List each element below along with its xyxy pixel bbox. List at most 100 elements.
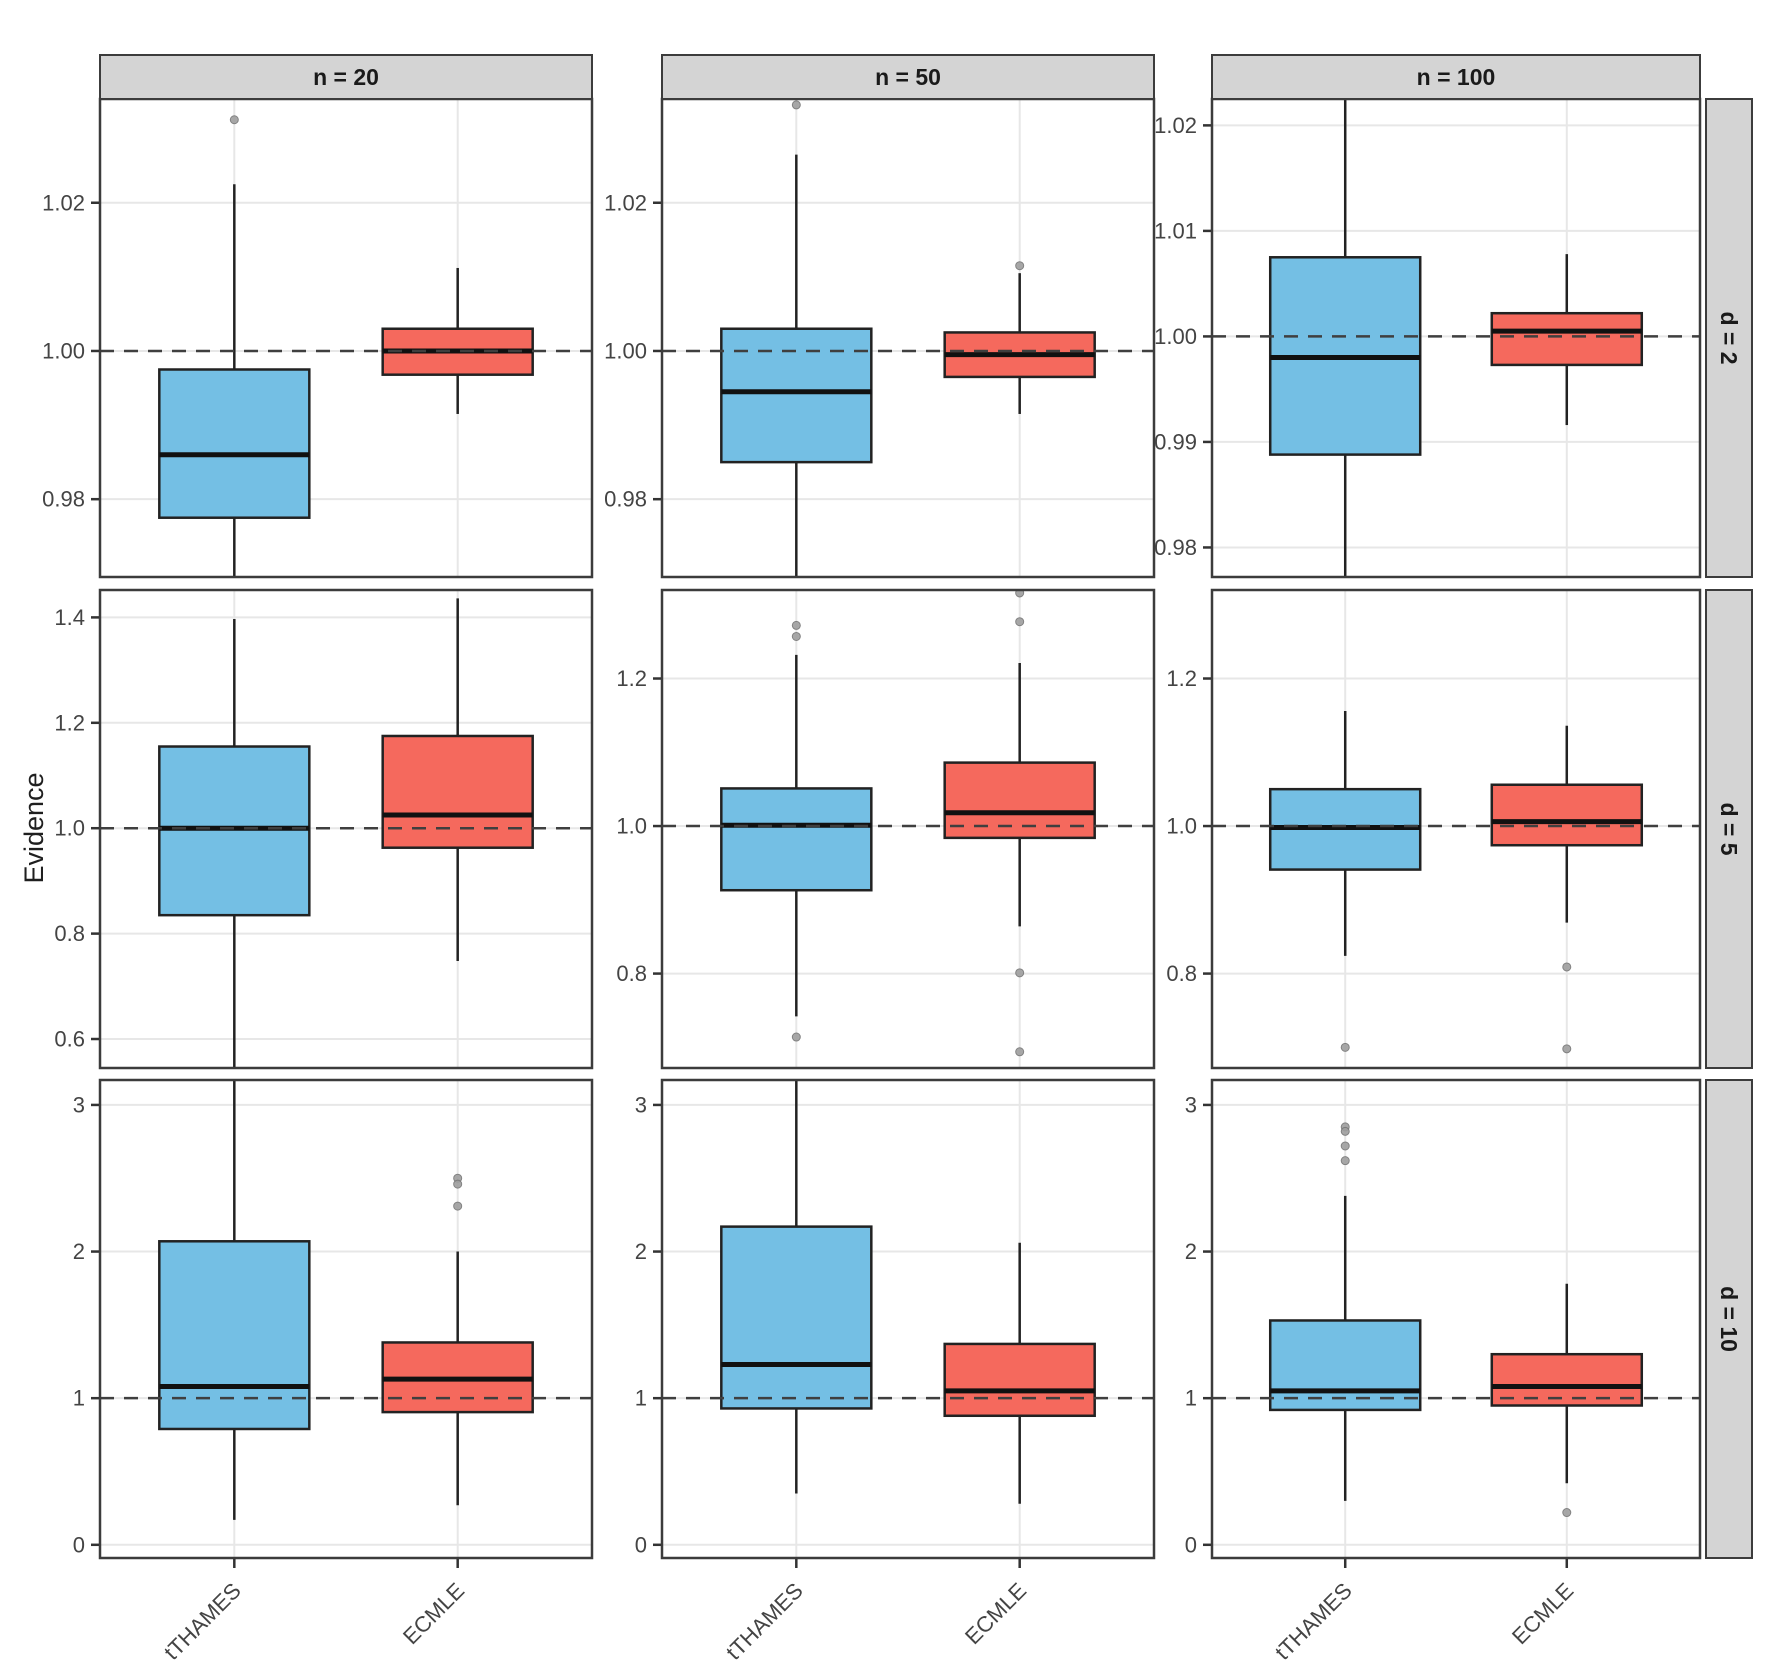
- iqr-box: [1268, 1319, 1422, 1412]
- outlier-point: [229, 115, 239, 125]
- y-tick-label: 1.0: [1166, 814, 1197, 839]
- box-ECMLE: [1490, 725, 1644, 1054]
- y-tick-label: 2: [1185, 1239, 1197, 1264]
- y-axis-title: Evidence: [19, 772, 49, 883]
- outlier-point: [791, 631, 801, 641]
- box-ECMLE: [943, 1242, 1096, 1504]
- facet-strip-col-3: n = 100: [1211, 54, 1701, 100]
- facet-strip-label-d10: d = 10: [1716, 1286, 1742, 1352]
- panel-content: [158, 115, 534, 577]
- facet-strip-box: [1705, 1079, 1753, 1559]
- panel-d=10-n=20: 3 2 1 0 tTHAMES ECMLE: [73, 1078, 594, 1665]
- y-tick-label: 1.4: [54, 605, 85, 630]
- box-tTHAMES: [720, 1080, 873, 1494]
- box-ECMLE: [381, 267, 534, 414]
- iqr-box: [158, 745, 311, 917]
- facet-panels: 1.021.000.981.021.000.981.021.011.000.99…: [42, 97, 1702, 1665]
- outlier-point: [1015, 1047, 1025, 1057]
- y-tick-label: 0.98: [1154, 535, 1197, 560]
- y-tick-label: 0.98: [604, 487, 647, 512]
- panel-background: [1212, 1080, 1700, 1558]
- outlier-point: [1562, 962, 1572, 972]
- panel-d=10-n=100: 3 2 1 0 tTHAMES ECMLE: [1185, 1078, 1702, 1665]
- y-tick-label: 0.99: [1154, 429, 1197, 454]
- facet-strip-label-d2: d = 2: [1716, 311, 1742, 364]
- iqr-box: [1490, 1352, 1644, 1407]
- facet-strip-row-2: d = 5: [1705, 589, 1753, 1069]
- iqr-box: [943, 1342, 1096, 1418]
- outlier-point: [1015, 968, 1025, 978]
- outlier-point: [791, 1032, 801, 1042]
- box-ECMLE: [943, 261, 1096, 414]
- panel-d=2-n=20: 1.02 1.00 0.98: [42, 97, 594, 579]
- facet-strip-box: [661, 54, 1155, 100]
- panel-border: [660, 1078, 1156, 1560]
- facet-strip-label-d5: d = 5: [1716, 802, 1742, 855]
- y-tick-label: 0.8: [54, 921, 85, 946]
- panel-border: [98, 1078, 594, 1560]
- outlier-point: [791, 100, 801, 110]
- outlier-point: [1015, 261, 1025, 271]
- panel-d=5-n=20: 1.4 1.2 1.0 0.8 0.6: [54, 588, 594, 1070]
- y-tick-label: 1: [73, 1386, 85, 1411]
- panel-content: [1268, 1122, 1644, 1518]
- facet-strip-box: [1211, 54, 1701, 100]
- panel-d=2-n=50: 1.02 1.00 0.98: [604, 97, 1156, 579]
- iqr-box: [720, 787, 873, 892]
- iqr-box: [158, 1240, 311, 1431]
- y-tick-label: 0.6: [54, 1027, 85, 1052]
- y-tick-label: 1.2: [616, 666, 647, 691]
- iqr-box: [381, 734, 534, 849]
- x-category-label: tTHAMES: [1270, 1578, 1357, 1665]
- outlier-point: [1015, 617, 1025, 627]
- y-tick-label: 1.00: [604, 338, 647, 363]
- facet-strip-row-1: d = 2: [1705, 98, 1753, 578]
- iqr-box: [1490, 311, 1644, 367]
- panel-d=5-n=50: 1.2 1.0 0.8: [616, 588, 1156, 1070]
- y-tick-label: 1.2: [1166, 666, 1197, 691]
- iqr-box: [943, 761, 1096, 840]
- outlier-point: [1562, 1508, 1572, 1518]
- y-tick-label: 1.02: [604, 190, 647, 215]
- box-ECMLE: [381, 1173, 534, 1506]
- y-tick-label: 1.00: [42, 338, 85, 363]
- box-tTHAMES: [158, 618, 311, 1068]
- outlier-point: [1340, 1156, 1350, 1166]
- box-tTHAMES: [1268, 710, 1422, 1052]
- y-tick-label: 1: [1185, 1386, 1197, 1411]
- outlier-point: [1562, 1044, 1572, 1054]
- panel-content: [720, 590, 1096, 1057]
- panel-content: [720, 1080, 1096, 1504]
- iqr-box: [1490, 783, 1644, 847]
- x-category-label: tTHAMES: [159, 1578, 246, 1665]
- outlier-point: [791, 620, 801, 630]
- x-category-label: ECMLE: [398, 1578, 469, 1649]
- panel-d=10-n=50: 3 2 1 0 tTHAMES ECMLE: [635, 1078, 1156, 1665]
- box-ECMLE: [943, 590, 1096, 1057]
- outlier-point: [453, 1179, 463, 1189]
- outlier-point: [1340, 1141, 1350, 1151]
- y-tick-label: 1.02: [42, 190, 85, 215]
- box-tTHAMES: [720, 620, 873, 1042]
- y-tick-label: 2: [635, 1239, 647, 1264]
- y-tick-label: 0: [73, 1532, 85, 1557]
- facet-strip-col-1: n = 20: [99, 54, 593, 100]
- panel-content: [158, 598, 534, 1068]
- panel-d=2-n=100: 1.02 1.01 1.00 0.99 0.98: [1154, 97, 1702, 579]
- iqr-box: [158, 368, 311, 519]
- x-category-label: tTHAMES: [721, 1578, 808, 1665]
- outlier-point: [1340, 1126, 1350, 1136]
- panel-border: [1210, 1078, 1702, 1560]
- y-tick-label: 0.8: [616, 961, 647, 986]
- facet-strip-box: [1705, 98, 1753, 578]
- panel-border: [1210, 588, 1702, 1070]
- panel-d=5-n=100: 1.2 1.0 0.8: [1166, 588, 1702, 1070]
- iqr-box: [720, 1225, 873, 1410]
- facet-strip-row-3: d = 10: [1705, 1079, 1753, 1559]
- facet-strip-label-n50: n = 50: [875, 64, 941, 90]
- box-ECMLE: [381, 598, 534, 962]
- y-tick-label: 1: [635, 1386, 647, 1411]
- box-ECMLE: [1490, 254, 1644, 426]
